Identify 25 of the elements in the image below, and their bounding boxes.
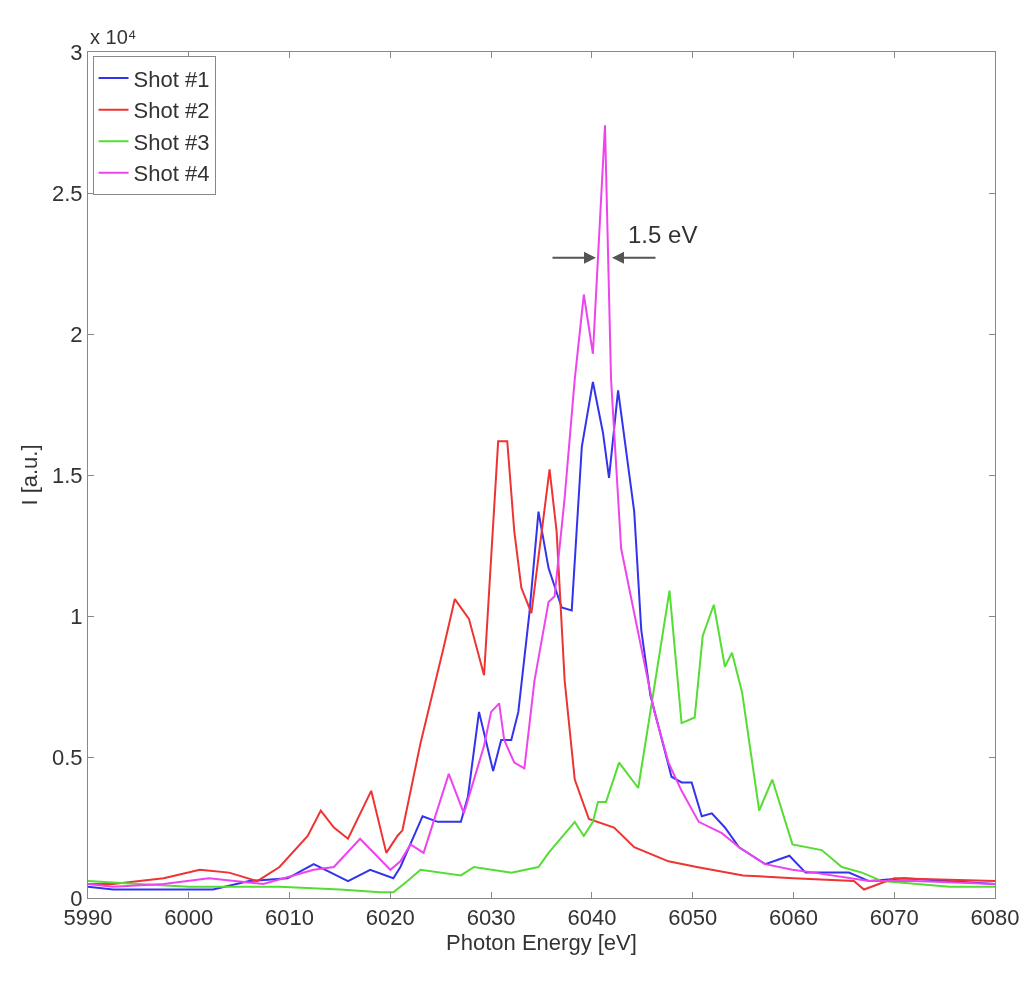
line-series <box>88 124 995 888</box>
x-tick-label: 6070 <box>869 905 919 931</box>
x-tick-label: 6030 <box>466 905 516 931</box>
y-tick-label: 1.5 <box>52 462 83 488</box>
y-tick-label: 3 <box>70 39 83 65</box>
legend-label: Shot #4 <box>133 161 210 187</box>
x-tick-label: 6060 <box>768 905 818 931</box>
x-tick-label: 6040 <box>567 905 617 931</box>
legend-label: Shot #1 <box>133 66 210 92</box>
y-tick-label: 1 <box>70 603 83 629</box>
y-tick-label: 0.5 <box>52 744 83 770</box>
x-tick-label: 6010 <box>265 905 315 931</box>
text: x 10⁴ <box>90 26 137 48</box>
legend-label: Shot #3 <box>133 129 210 155</box>
x-tick-label: 6020 <box>365 905 415 931</box>
y-axis-title: I [a.u.] <box>16 444 42 506</box>
x-tick-label: 6080 <box>970 905 1020 931</box>
annotation: 1.5 eV <box>628 221 698 248</box>
x-tick-label: 6000 <box>164 905 214 931</box>
line-series <box>88 589 995 894</box>
y-tick-label: 2 <box>70 321 83 347</box>
y-tick-label: 2.5 <box>52 180 83 206</box>
legend-label: Shot #2 <box>133 98 210 124</box>
x-tick-label: 6050 <box>668 905 718 931</box>
x-axis-title: Photon Energy [eV] <box>446 930 637 956</box>
